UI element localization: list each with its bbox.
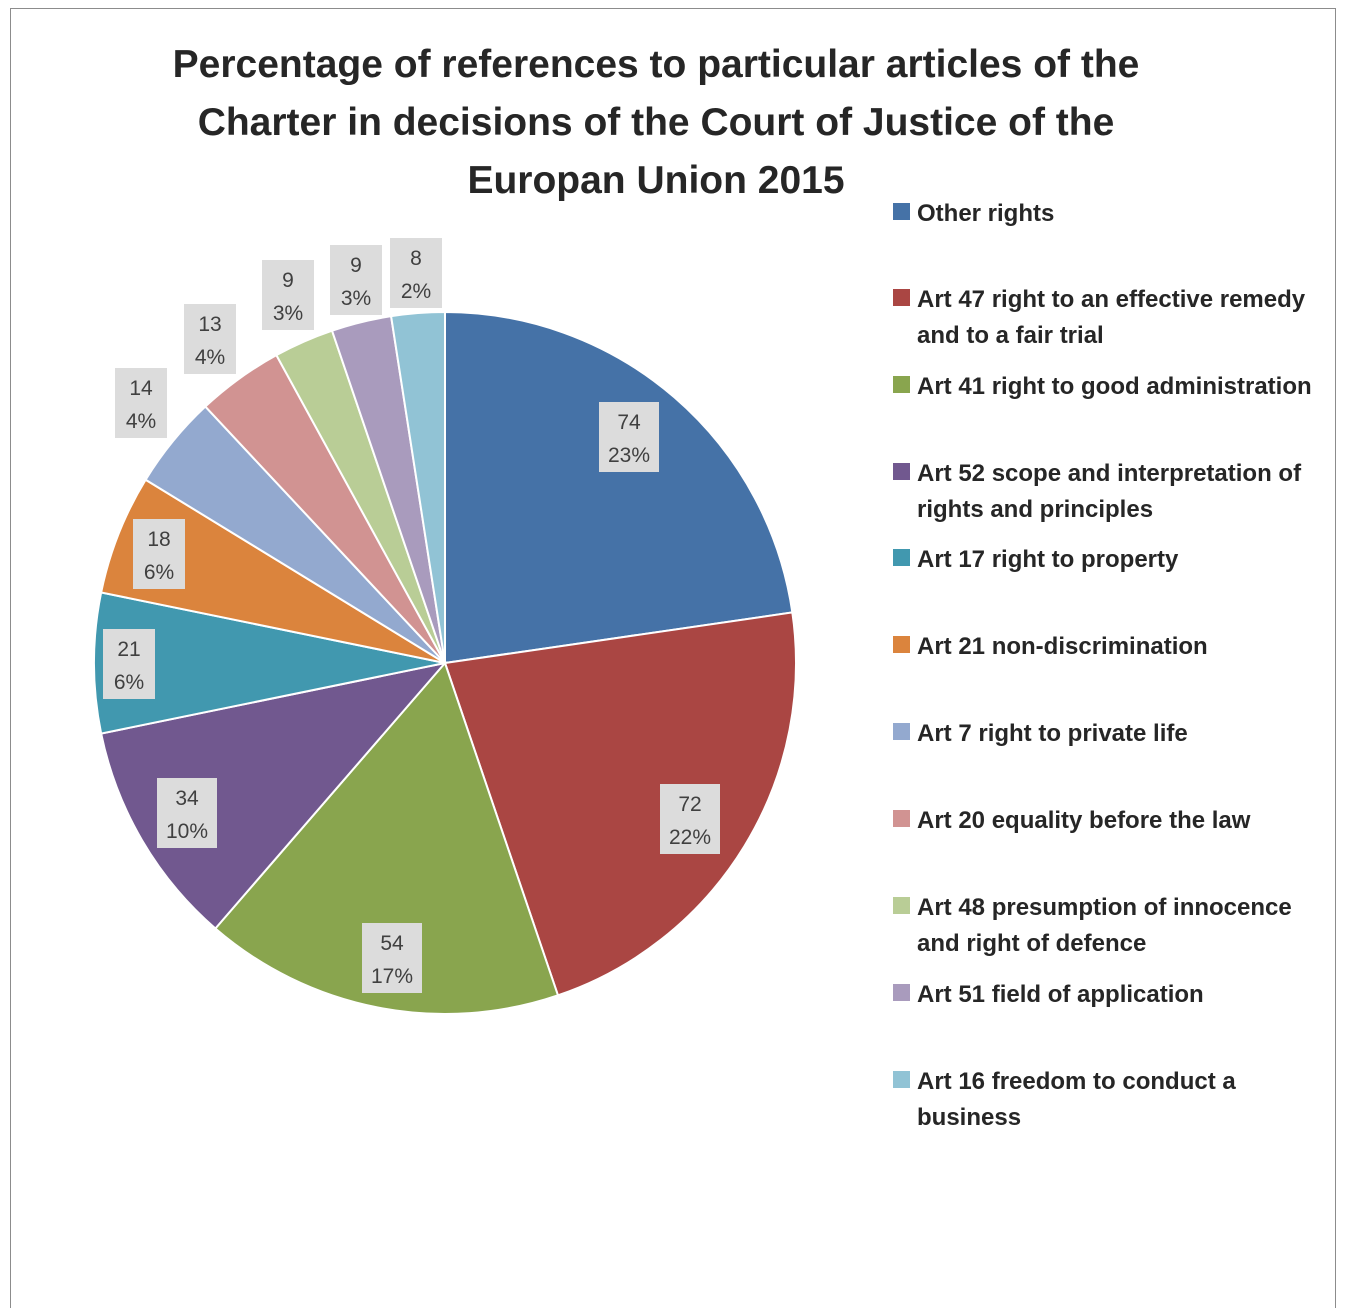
pie-slice-art-52-scope-and-interpretation-of-rights-and-principles (99, 661, 448, 930)
data-label-art-7-right-to-private-life: 144% (115, 368, 167, 438)
chart-title: Percentage of references to particular a… (40, 36, 1272, 210)
legend-item-art-7-right-to-private-life: Art 7 right to private life (893, 716, 1333, 752)
data-label-art-16-freedom-to-conduct-a-business: 82% (390, 238, 442, 308)
data-label-percent: 22% (669, 826, 711, 849)
data-label-box (330, 245, 382, 315)
legend-swatch (893, 636, 910, 653)
data-label-percent: 6% (114, 671, 144, 694)
pie-slice-art-17-right-to-property (92, 591, 446, 735)
data-label-art-48-presumption-of-innocence-and-right-of-defence: 93% (262, 260, 314, 330)
legend-item-art-21-non-discrimination: Art 21 non-discrimination (893, 629, 1333, 665)
data-label-value: 21 (117, 638, 140, 661)
legend-label: Art 7 right to private life (917, 720, 1188, 747)
chart-title-line-2: Charter in decisions of the Court of Jus… (197, 101, 1115, 144)
data-label-box (157, 778, 217, 848)
chart-title-line-3: Europan Union 2015 (467, 159, 845, 202)
data-label-percent: 17% (371, 965, 413, 988)
data-label-box (115, 368, 167, 438)
legend-swatch (893, 810, 910, 827)
data-label-box (362, 923, 422, 993)
legend-item-art-41-right-to-good-administration: Art 41 right to good administration (893, 369, 1333, 405)
data-label-value: 54 (380, 932, 404, 955)
data-label-value: 9 (282, 269, 294, 292)
legend-label: Art 48 presumption of innocence and righ… (917, 894, 1292, 957)
data-label-percent: 4% (195, 346, 225, 369)
data-label-percent: 6% (144, 561, 174, 584)
pie-slice-art-47-right-to-an-effective-remedy-and-to-a-fair-trial (443, 611, 797, 997)
pie-slice-other-rights (444, 310, 794, 665)
data-label-art-21-non-discrimination: 186% (133, 519, 185, 589)
legend-swatch (893, 203, 910, 220)
data-label-percent: 3% (273, 302, 303, 325)
legend-swatch (893, 897, 910, 914)
data-label-percent: 4% (126, 410, 156, 433)
legend-label: Art 41 right to good administration (917, 373, 1312, 400)
legend-item-art-16-freedom-to-conduct-a-business: Art 16 freedom to conduct a business (893, 1064, 1333, 1136)
legend-item-art-48-presumption-of-innocence-and-right-of-defence: Art 48 presumption of innocence and righ… (893, 890, 1333, 962)
data-label-box (660, 784, 720, 854)
legend-item-art-17-right-to-property: Art 17 right to property (893, 542, 1333, 578)
legend-item-art-52-scope-and-interpretation-of-rights-and-principles: Art 52 scope and interpretation of right… (893, 456, 1333, 528)
data-label-percent: 10% (166, 820, 208, 843)
pie-slice-art-16-freedom-to-conduct-a-business (389, 310, 446, 664)
legend-swatch (893, 549, 910, 566)
data-label-box (103, 629, 155, 699)
legend-item-art-51-field-of-application: Art 51 field of application (893, 977, 1333, 1013)
data-label-value: 72 (678, 793, 701, 816)
data-label-percent: 2% (401, 280, 431, 303)
legend-label: Art 51 field of application (917, 981, 1204, 1008)
data-label-value: 18 (147, 528, 170, 551)
legend-label: Art 17 right to property (917, 546, 1179, 573)
data-label-percent: 3% (341, 287, 371, 310)
legend-label: Art 21 non-discrimination (917, 633, 1208, 660)
legend-label: Other rights (917, 200, 1055, 227)
data-label-box (599, 402, 659, 472)
data-label-value: 74 (617, 411, 641, 434)
chart-title-line-1: Percentage of references to particular a… (172, 43, 1140, 86)
legend-item-other-rights: Other rights (893, 196, 1333, 232)
legend-label: Art 52 scope and interpretation of right… (917, 460, 1302, 523)
data-label-box (262, 260, 314, 330)
data-label-art-51-field-of-application: 93% (330, 245, 382, 315)
legend-label: Art 16 freedom to conduct a business (917, 1068, 1236, 1131)
legend-label: Art 20 equality before the law (917, 807, 1251, 834)
legend-swatch (893, 289, 910, 306)
data-label-art-20-equality-before-the-law: 134% (184, 304, 236, 374)
legend-swatch (893, 1071, 910, 1088)
legend-swatch (893, 723, 910, 740)
data-label-box (390, 238, 442, 308)
data-label-box (133, 519, 185, 589)
data-label-box (184, 304, 236, 374)
legend-item-art-20-equality-before-the-law: Art 20 equality before the law (893, 803, 1333, 839)
legend-swatch (893, 984, 910, 1001)
data-label-percent: 23% (608, 444, 650, 467)
pie-slice-art-41-right-to-good-administration (213, 661, 560, 1015)
legend-item-art-47-right-to-an-effective-remedy-and-to-a-fair-trial: Art 47 right to an effective remedy and … (893, 282, 1333, 354)
legend-label: Art 47 right to an effective remedy and … (917, 286, 1306, 349)
data-label-value: 9 (350, 254, 362, 277)
data-label-value: 34 (175, 787, 199, 810)
data-label-value: 8 (410, 247, 422, 270)
data-label-value: 14 (129, 377, 153, 400)
legend-swatch (893, 376, 910, 393)
legend-swatch (893, 463, 910, 480)
data-label-value: 13 (198, 313, 221, 336)
data-label-art-17-right-to-property: 216% (103, 629, 155, 699)
